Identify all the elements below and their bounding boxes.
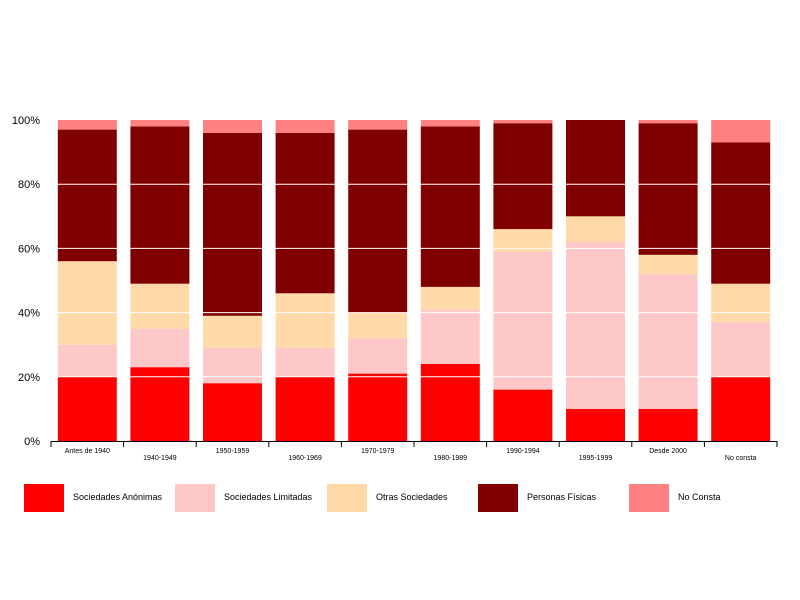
x-tick-label: 1995-1999 (579, 455, 613, 462)
bar-segment-4-9 (711, 120, 771, 143)
gridlines (51, 183, 777, 378)
bar-segment-1-6 (493, 251, 553, 390)
bar-segment-0-1 (130, 367, 190, 441)
bar-segment-3-3 (275, 132, 335, 294)
y-tick-label: 100% (12, 115, 40, 127)
x-axis: Antes de 1940 1940-1949 1950-1959 1960-1969… (50, 441, 778, 462)
bar-segment-3-1 (130, 126, 190, 284)
x-tick-label: Antes de 1940 (65, 448, 110, 455)
bar-segment-0-5 (420, 364, 480, 441)
bar-segment-2-5 (420, 286, 480, 310)
bar-segment-3-5 (420, 126, 480, 287)
x-tick-label: 1970-1979 (361, 448, 395, 455)
bar-segment-1-3 (275, 347, 335, 377)
y-tick-label: 0% (24, 436, 40, 448)
bar-segment-1-9 (711, 322, 771, 377)
bar-segment-3-9 (711, 142, 771, 284)
x-tick-label: 1950-1959 (216, 448, 250, 455)
bar-segment-0-3 (275, 376, 335, 441)
bar-segment-4-6 (493, 120, 553, 124)
legend-label: No Consta (678, 492, 721, 502)
bar-segment-0-9 (711, 376, 771, 441)
x-tick-label: 1940-1949 (143, 455, 177, 462)
bar-segment-3-6 (493, 123, 553, 230)
bar-segment-1-4 (348, 338, 408, 374)
bar-segment-3-8 (638, 123, 698, 255)
y-axis: 0% 20% 40% 60% 80% 100% (12, 115, 40, 448)
bar-segment-4-3 (275, 120, 335, 133)
x-tick-label: No consta (725, 455, 757, 462)
bar-segment-2-9 (711, 283, 771, 323)
bar-segment-0-4 (348, 373, 408, 441)
bar-segment-1-0 (57, 344, 117, 377)
bars (57, 120, 771, 441)
bar-segment-3-0 (57, 129, 117, 262)
bar-segment-4-2 (203, 120, 262, 133)
bar-segment-2-6 (493, 229, 553, 252)
legend-label: Sociedades Anónimas (73, 492, 163, 502)
bar-segment-4-4 (348, 120, 408, 130)
bar-segment-2-8 (638, 254, 698, 275)
x-tick-label: Desde 2000 (649, 448, 687, 455)
bar-segment-1-1 (130, 328, 190, 368)
bar-segment-1-2 (203, 347, 262, 384)
legend-label: Personas Físicas (527, 492, 597, 502)
bar-segment-2-3 (275, 293, 335, 348)
y-tick-label: 20% (18, 372, 40, 384)
y-tick-label: 60% (18, 243, 40, 255)
bar-segment-0-8 (638, 408, 698, 441)
bar-segment-4-8 (638, 120, 698, 124)
y-tick-label: 80% (18, 179, 40, 191)
bar-segment-2-0 (57, 261, 117, 345)
bar-segment-1-5 (420, 309, 480, 364)
legend-swatch (24, 484, 64, 512)
bar-segment-2-1 (130, 283, 190, 329)
bar-segment-0-7 (566, 408, 625, 441)
stacked-bar-chart: 0% 20% 40% 60% 80% 100% Antes de 1940 1940-194… (12, 115, 778, 462)
bar-segment-4-0 (57, 120, 117, 130)
legend-swatch (175, 484, 215, 512)
legend-label: Sociedades Limitadas (224, 492, 313, 502)
legend-swatch (327, 484, 367, 512)
bar-segment-1-8 (638, 274, 698, 409)
bar-segment-3-7 (566, 120, 625, 217)
x-tick-label: 1990-1994 (506, 448, 540, 455)
bar-segment-3-2 (203, 132, 262, 316)
bar-segment-3-4 (348, 129, 408, 313)
bar-segment-1-7 (566, 242, 625, 409)
bar-segment-0-0 (57, 376, 117, 441)
x-tick-label: 1980-1989 (434, 455, 468, 462)
legend-label: Otras Sociedades (376, 492, 448, 502)
bar-segment-2-4 (348, 312, 408, 339)
bar-segment-4-1 (130, 120, 190, 127)
bar-segment-0-2 (203, 383, 262, 441)
bar-segment-2-2 (203, 315, 262, 348)
x-tick-label: 1960-1969 (288, 455, 322, 462)
y-tick-label: 40% (18, 308, 40, 320)
bar-segment-2-7 (566, 216, 625, 242)
bar-segment-4-5 (420, 120, 480, 127)
legend-swatch (629, 484, 669, 512)
legend: Sociedades Anónimas Sociedades Limitadas O… (0, 484, 800, 512)
bar-segment-0-6 (493, 389, 553, 441)
legend-swatch (478, 484, 518, 512)
